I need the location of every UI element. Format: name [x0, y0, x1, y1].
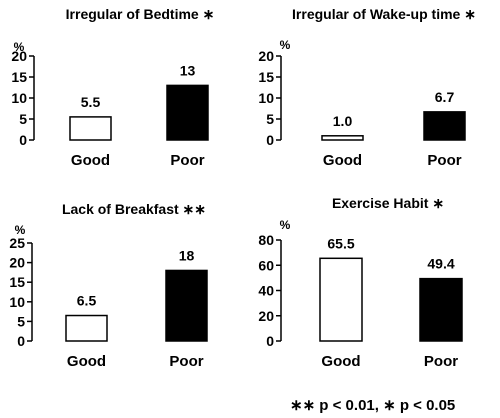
bar-good [321, 135, 364, 141]
y-tick-label: 5 [17, 313, 25, 329]
bar-good [65, 314, 108, 342]
y-tick-label: 60 [258, 257, 274, 273]
y-tick-label: 15 [9, 274, 25, 290]
y-tick-label: 0 [266, 132, 274, 148]
bar-poor [423, 111, 466, 141]
bar-poor [166, 84, 209, 141]
y-tick-label: 25 [9, 235, 25, 251]
y-tick-label: 0 [19, 132, 27, 148]
y-tick-label: 5 [19, 111, 27, 127]
bar-poor [165, 269, 208, 342]
chart-title: Irregular of Bedtime ∗ [66, 6, 215, 22]
bar-value-label: 65.5 [327, 235, 354, 251]
chart-title: Exercise Habit ∗ [332, 195, 444, 211]
bar-good [69, 116, 112, 141]
y-tick-label: 10 [258, 90, 274, 106]
y-tick-label: 10 [9, 294, 25, 310]
bar-value-label: 18 [179, 247, 195, 263]
y-tick-label: 0 [266, 333, 274, 349]
y-axis-unit-label: % [14, 40, 25, 54]
x-category-label: Poor [427, 152, 461, 169]
bar-value-label: 13 [180, 62, 196, 78]
bar-value-label: 6.7 [435, 89, 455, 105]
y-tick-label: 20 [9, 255, 25, 271]
y-tick-label: 80 [258, 232, 274, 248]
y-tick-label: 40 [258, 283, 274, 299]
y-tick-label: 20 [258, 308, 274, 324]
y-axis-unit-label: % [280, 218, 291, 232]
bar-good [319, 257, 363, 342]
y-tick-label: 20 [258, 48, 274, 64]
x-category-label: Good [71, 152, 110, 169]
bar-poor [419, 277, 463, 342]
y-tick-label: 15 [258, 69, 274, 85]
bar-value-label: 1.0 [333, 113, 353, 129]
bar-value-label: 6.5 [77, 293, 97, 309]
x-category-label: Good [67, 353, 106, 370]
y-tick-label: 0 [17, 333, 25, 349]
chart-title: Lack of Breakfast ∗∗ [62, 201, 206, 217]
chart-title: Irregular of Wake-up time ∗ [292, 6, 476, 22]
bar-value-label: 5.5 [81, 94, 101, 110]
x-category-label: Poor [170, 152, 204, 169]
y-tick-label: 10 [11, 90, 27, 106]
y-tick-label: 20 [11, 48, 27, 64]
y-tick-label: 15 [11, 69, 27, 85]
x-category-label: Poor [169, 353, 203, 370]
y-axis-unit-label: % [15, 223, 26, 237]
y-tick-label: 5 [266, 111, 274, 127]
x-category-label: Good [323, 152, 362, 169]
x-category-label: Good [321, 353, 360, 370]
x-category-label: Poor [424, 353, 458, 370]
bar-value-label: 49.4 [427, 256, 454, 272]
significance-footnote: ∗∗ p < 0.01, ∗ p < 0.05 [290, 397, 456, 414]
y-axis-unit-label: % [280, 38, 291, 52]
